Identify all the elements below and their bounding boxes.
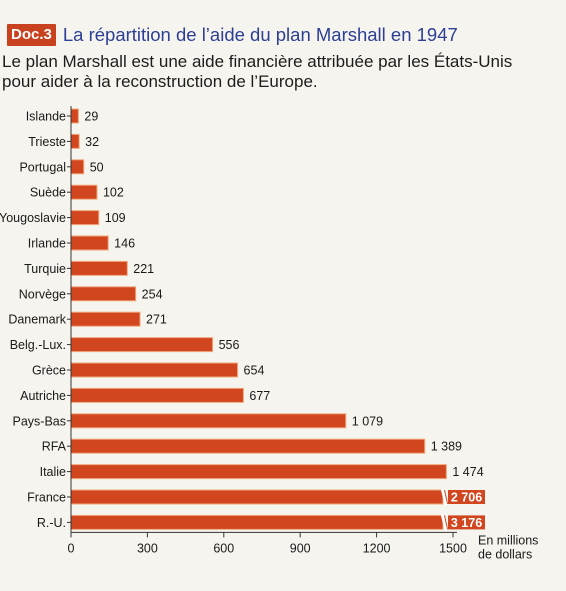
axis-break-mark xyxy=(440,488,448,506)
category-label: Suède xyxy=(30,186,66,200)
value-label: 146 xyxy=(114,237,135,251)
doc-header: Doc.3 La répartition de l’aide du plan M… xyxy=(7,23,458,47)
bar xyxy=(70,159,85,175)
bar xyxy=(70,438,426,454)
x-axis-label-line-1: En millions xyxy=(478,533,538,547)
bar xyxy=(70,184,98,200)
bar xyxy=(70,464,447,480)
value-label: 1 079 xyxy=(352,414,383,428)
x-axis-label-line-2: de dollars xyxy=(478,547,532,561)
doc-badge: Doc.3 xyxy=(7,24,56,46)
value-label-box xyxy=(448,515,485,530)
value-label-box xyxy=(448,490,485,504)
category-label: Pays-Bas xyxy=(13,414,67,428)
value-label: 50 xyxy=(90,160,104,174)
value-label: 2 706 xyxy=(451,491,482,505)
intro-line-2: pour aider à la reconstruction de l’Euro… xyxy=(2,72,318,91)
bar xyxy=(70,133,80,149)
axis-break-mark xyxy=(440,514,448,531)
category-label: Danemark xyxy=(8,313,66,327)
value-label: 556 xyxy=(219,338,240,352)
bar xyxy=(70,260,128,276)
bar-tail xyxy=(444,515,448,530)
bar xyxy=(70,108,79,124)
value-label: 29 xyxy=(84,110,98,124)
value-label: 254 xyxy=(142,287,163,301)
x-tick-label: 0 xyxy=(68,541,75,555)
bar xyxy=(70,413,347,429)
value-label: 1 389 xyxy=(431,440,462,454)
value-label: 677 xyxy=(249,389,270,403)
category-label: R.-U. xyxy=(37,516,66,530)
bar-tail xyxy=(444,490,448,504)
bar xyxy=(70,235,109,251)
value-label: 102 xyxy=(103,186,124,200)
bar xyxy=(70,362,239,378)
category-label: RFA xyxy=(42,440,67,454)
bar xyxy=(70,286,137,302)
x-tick-label: 600 xyxy=(213,541,234,555)
category-label: Italie xyxy=(40,465,66,479)
value-label: 271 xyxy=(146,313,167,327)
value-label: 1 474 xyxy=(452,465,483,479)
category-label: Norvège xyxy=(19,287,66,301)
category-label: Turquie xyxy=(24,262,66,276)
value-label: 109 xyxy=(105,211,126,225)
category-label: Yougoslavie xyxy=(0,211,66,225)
x-tick-label: 1200 xyxy=(363,541,391,555)
bar xyxy=(70,387,244,403)
value-label: 221 xyxy=(133,262,154,276)
category-label: Islande xyxy=(26,110,66,124)
category-label: Belg.-Lux. xyxy=(10,338,66,352)
bar xyxy=(70,514,444,530)
bar xyxy=(70,210,100,226)
value-label: 32 xyxy=(85,135,99,149)
category-label: Irlande xyxy=(28,237,66,251)
bar xyxy=(70,337,214,353)
category-label: Trieste xyxy=(28,135,66,149)
category-label: Grèce xyxy=(32,364,66,378)
intro-line-1: Le plan Marshall est une aide financière… xyxy=(2,52,513,71)
category-label: Portugal xyxy=(19,160,66,174)
intro-text: Le plan Marshall est une aide financière… xyxy=(2,52,562,92)
x-tick-label: 900 xyxy=(290,541,311,555)
bar xyxy=(70,489,444,505)
doc-title: La répartition de l’aide du plan Marshal… xyxy=(62,24,458,45)
value-label: 3 176 xyxy=(451,516,482,530)
value-label: 654 xyxy=(244,364,265,378)
bar xyxy=(70,311,141,327)
x-tick-label: 1500 xyxy=(439,541,467,555)
category-label: Autriche xyxy=(20,389,66,403)
category-label: France xyxy=(27,491,66,505)
x-tick-label: 300 xyxy=(137,541,158,555)
